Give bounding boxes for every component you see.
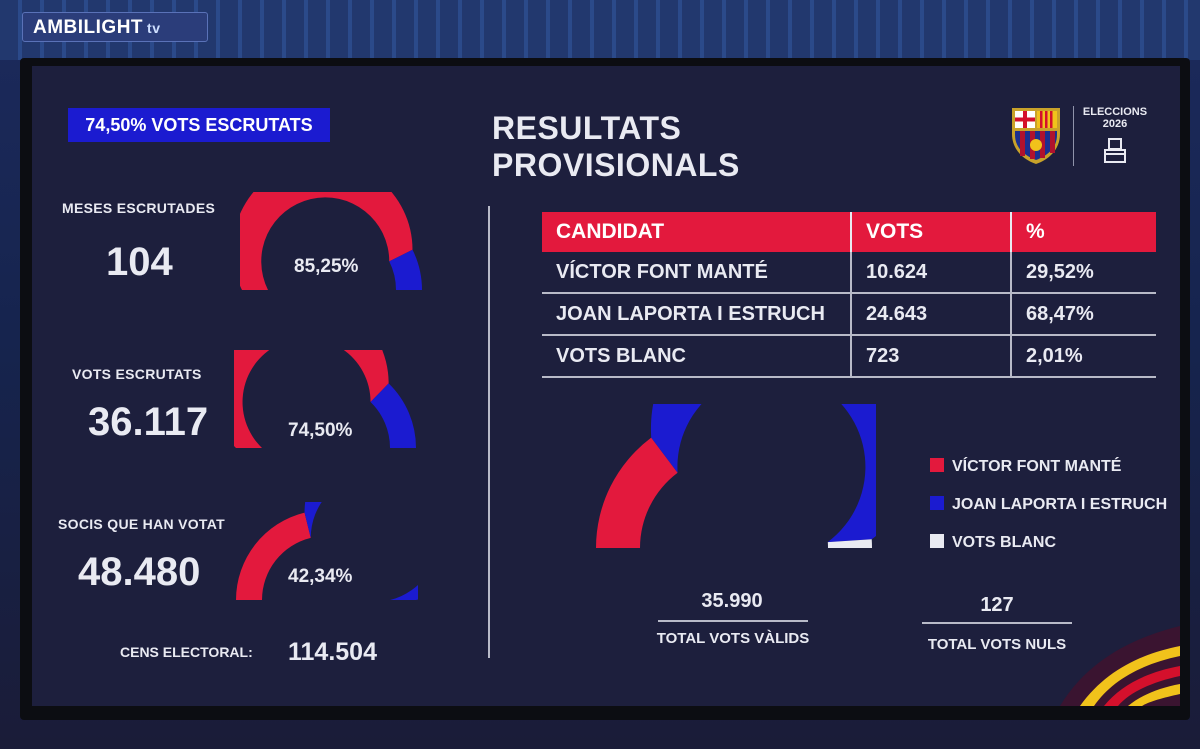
- legend-swatch-red: [930, 458, 944, 472]
- chart-slice-2: [827, 539, 872, 548]
- page-title: RESULTATS PROVISIONALS: [492, 110, 740, 183]
- row-candidate: VÍCTOR FONT MANTÉ: [542, 252, 852, 294]
- gauge-meses-blue: [389, 249, 422, 290]
- gauge-meses-red: [240, 192, 413, 290]
- stat-label-vots: VOTS ESCRUTATS: [72, 366, 202, 382]
- fc-barcelona-crest-icon: [1012, 108, 1060, 164]
- legend-item-laporta: JOAN LAPORTA I ESTRUCH: [930, 496, 1167, 514]
- total-valid-underline: [658, 620, 808, 622]
- gauge-socis-blue: [304, 502, 418, 600]
- total-null-underline: [922, 622, 1072, 624]
- chart-slice-1: [650, 404, 876, 543]
- results-table: CANDIDAT VOTS % VÍCTOR FONT MANTÉ 10.624…: [542, 212, 1156, 378]
- election-logo-block: ELECCIONS 2026: [1000, 102, 1160, 172]
- gauge-vots-red: [234, 350, 389, 448]
- header-vots: VOTS: [851, 212, 1012, 252]
- total-null-value: 127: [980, 594, 1014, 616]
- election-label-line2: 2026: [1102, 118, 1128, 130]
- gauge-vots-blue: [370, 383, 416, 448]
- legend-swatch-blue: [930, 496, 944, 510]
- census-value: 114.504: [288, 638, 377, 666]
- gauge-socis-percent: 42,34%: [288, 566, 353, 587]
- row-percent: 68,47%: [1011, 293, 1156, 336]
- row-percent: 29,52%: [1011, 252, 1156, 294]
- gauge-socis: [236, 502, 418, 600]
- legend-item-font: VÍCTOR FONT MANTÉ: [930, 458, 1121, 476]
- legend-label: VÍCTOR FONT MANTÉ: [952, 458, 1122, 475]
- scrutiny-badge: 74,50% VOTS ESCRUTATS: [68, 108, 330, 142]
- header-candidat: CANDIDAT: [542, 212, 852, 252]
- gauge-meses-percent: 85,25%: [294, 256, 359, 277]
- gauge-socis-red: [236, 512, 311, 600]
- row-candidate: VOTS BLANC: [542, 335, 852, 378]
- legend-swatch-white: [930, 534, 944, 548]
- stat-value-vots: 36.117: [88, 400, 209, 444]
- row-percent: 2,01%: [1011, 335, 1156, 378]
- ambilight-tv-logo: AMBILIGHT tv: [22, 12, 208, 42]
- brand-suffix: tv: [147, 20, 161, 36]
- election-label: ELECCIONS 2026: [1080, 106, 1150, 130]
- stat-value-socis: 48.480: [78, 550, 201, 594]
- gauge-vots-percent: 74,50%: [288, 420, 353, 441]
- row-votes: 10.624: [851, 252, 1012, 294]
- election-label-line1: ELECCIONS: [1082, 106, 1148, 118]
- row-votes: 24.643: [851, 293, 1012, 336]
- logo-separator: [1073, 106, 1074, 166]
- chart-slice-0: [596, 437, 678, 548]
- total-valid-label: TOTAL VOTS VÀLIDS: [656, 630, 810, 647]
- total-valid-value: 35.990: [701, 590, 763, 612]
- stat-label-socis: SOCIS QUE HAN VOTAT: [58, 516, 225, 532]
- table-row: VÍCTOR FONT MANTÉ 10.624 29,52%: [542, 252, 1156, 294]
- results-semicircle-chart: [596, 404, 876, 548]
- gauge-vots: [234, 350, 416, 448]
- tv-screen: 74,50% VOTS ESCRUTATS RESULTATS PROVISIO…: [32, 66, 1180, 706]
- census-label: CENS ELECTORAL:: [120, 644, 253, 660]
- table-header-row: CANDIDAT VOTS %: [542, 212, 1156, 252]
- table-row: VOTS BLANC 723 2,01%: [542, 335, 1156, 378]
- row-candidate: JOAN LAPORTA I ESTRUCH: [542, 293, 852, 336]
- stat-value-meses: 104: [106, 240, 173, 284]
- legend-label: JOAN LAPORTA I ESTRUCH: [952, 496, 1168, 513]
- header-percent: %: [1011, 212, 1156, 252]
- legend-item-blanc: VOTS BLANC: [930, 534, 1056, 552]
- table-row: JOAN LAPORTA I ESTRUCH 24.643 68,47%: [542, 293, 1156, 336]
- row-votes: 723: [851, 335, 1012, 378]
- senyera-scarf-decoration: [1060, 626, 1180, 706]
- vertical-divider: [488, 206, 490, 658]
- brand-name: AMBILIGHT: [33, 17, 144, 38]
- gauge-meses: [240, 192, 422, 290]
- total-null-label: TOTAL VOTS NULS: [927, 636, 1067, 653]
- stat-label-meses: MESES ESCRUTADES: [62, 200, 216, 216]
- legend-label: VOTS BLANC: [952, 534, 1056, 551]
- ballot-box-icon: [1104, 138, 1126, 163]
